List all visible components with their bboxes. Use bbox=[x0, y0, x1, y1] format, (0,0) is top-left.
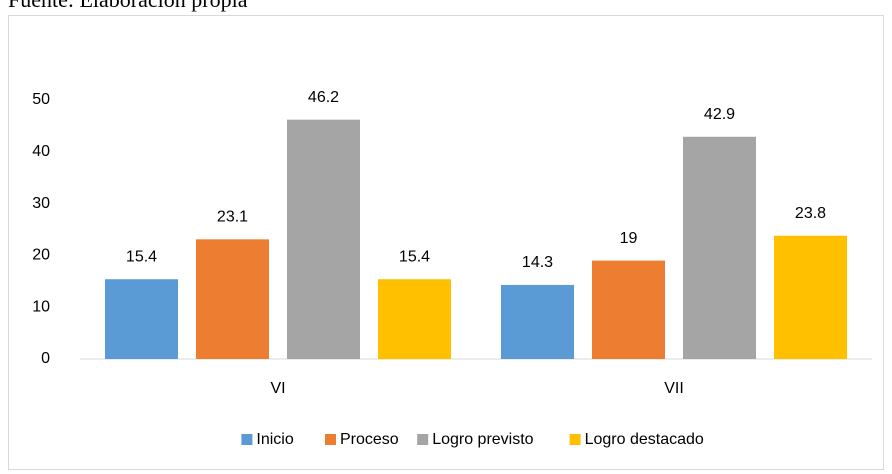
bar bbox=[501, 284, 574, 359]
legend-label: Logro previsto bbox=[432, 431, 533, 448]
bar bbox=[592, 260, 665, 359]
data-label: 15.4 bbox=[399, 248, 430, 265]
data-label: 15.4 bbox=[126, 248, 157, 265]
y-tick-label: 50 bbox=[32, 91, 50, 108]
chart-border bbox=[8, 15, 884, 470]
data-label: 19 bbox=[620, 230, 638, 247]
data-label: 23.1 bbox=[217, 209, 248, 226]
bar bbox=[287, 119, 360, 360]
y-tick-label: 30 bbox=[32, 195, 50, 212]
y-tick-label: 40 bbox=[32, 143, 50, 160]
bar bbox=[105, 279, 178, 359]
bar bbox=[378, 279, 451, 359]
bar bbox=[774, 235, 847, 359]
legend-swatch bbox=[417, 434, 429, 445]
legend-label: Inicio bbox=[256, 431, 293, 448]
y-tick-label: 10 bbox=[32, 298, 50, 315]
legend-label: Proceso bbox=[340, 431, 399, 448]
bar bbox=[683, 136, 756, 359]
bar bbox=[196, 239, 269, 359]
data-label: 46.2 bbox=[308, 89, 339, 106]
y-tick-label: 0 bbox=[41, 350, 50, 367]
data-label: 23.8 bbox=[795, 205, 826, 222]
x-tick-label: VI bbox=[270, 380, 285, 397]
x-tick-label: VII bbox=[664, 380, 684, 397]
legend-swatch bbox=[325, 434, 336, 445]
legend-label: Logro destacado bbox=[585, 431, 704, 448]
data-label: 14.3 bbox=[522, 254, 553, 271]
data-label: 42.9 bbox=[704, 106, 735, 123]
legend-swatch bbox=[569, 434, 581, 445]
caption: Fuente: Elaboración propia bbox=[8, 0, 248, 12]
y-tick-label: 20 bbox=[32, 247, 50, 264]
legend-swatch bbox=[241, 434, 253, 445]
